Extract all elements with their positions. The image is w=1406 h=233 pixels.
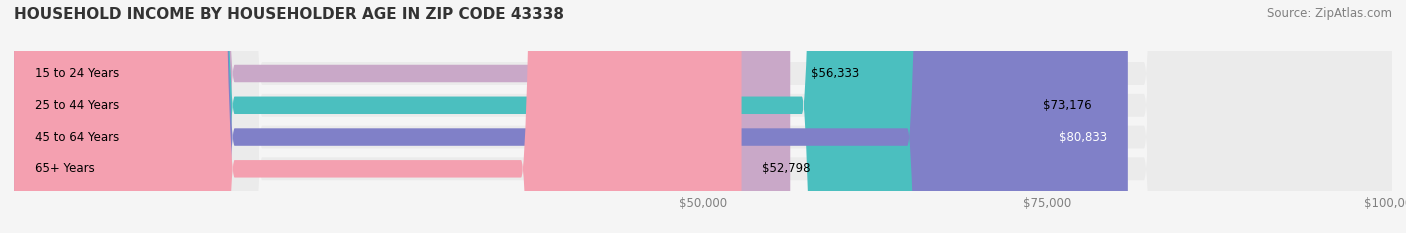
Text: Source: ZipAtlas.com: Source: ZipAtlas.com: [1267, 7, 1392, 20]
FancyBboxPatch shape: [14, 0, 790, 233]
FancyBboxPatch shape: [14, 0, 1392, 233]
FancyBboxPatch shape: [14, 0, 1392, 233]
Text: 25 to 44 Years: 25 to 44 Years: [35, 99, 120, 112]
FancyBboxPatch shape: [14, 0, 1128, 233]
FancyBboxPatch shape: [14, 0, 1392, 233]
FancyBboxPatch shape: [14, 0, 1392, 233]
Text: $52,798: $52,798: [762, 162, 811, 175]
FancyBboxPatch shape: [14, 0, 1022, 233]
Text: HOUSEHOLD INCOME BY HOUSEHOLDER AGE IN ZIP CODE 43338: HOUSEHOLD INCOME BY HOUSEHOLDER AGE IN Z…: [14, 7, 564, 22]
Text: $80,833: $80,833: [1059, 130, 1107, 144]
Text: 45 to 64 Years: 45 to 64 Years: [35, 130, 120, 144]
Text: 65+ Years: 65+ Years: [35, 162, 94, 175]
FancyBboxPatch shape: [14, 0, 741, 233]
Text: $56,333: $56,333: [811, 67, 859, 80]
Text: $73,176: $73,176: [1043, 99, 1091, 112]
Text: 15 to 24 Years: 15 to 24 Years: [35, 67, 120, 80]
